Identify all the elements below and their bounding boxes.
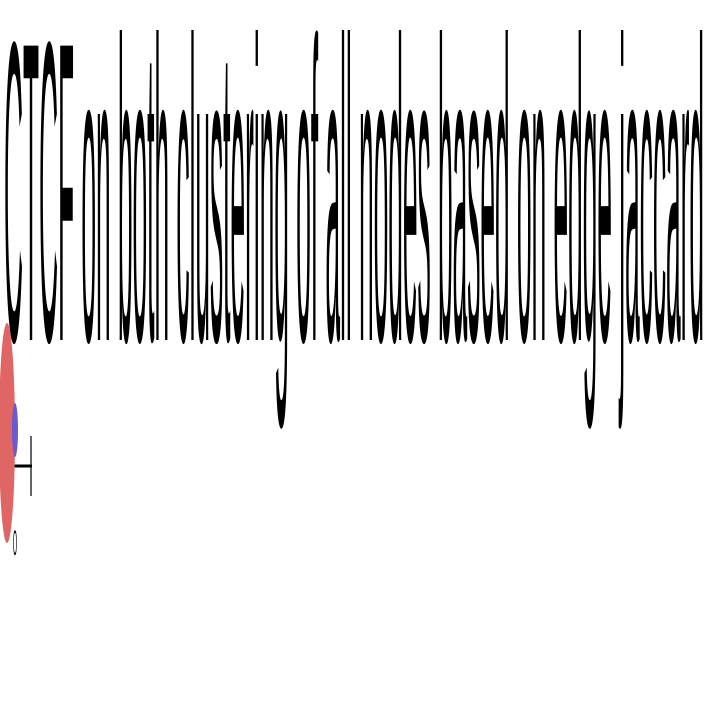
scatter-point-series-1 (0, 323, 15, 543)
chart-marks (0, 323, 18, 543)
chart-tick-labels: 0 (13, 525, 17, 564)
x-tick-label: 0 (13, 525, 17, 564)
scatter-point-series-2 (12, 403, 18, 457)
chart-axis (14, 436, 32, 496)
chart-title: CTCF on both clustering of all nodes bas… (4, 0, 704, 434)
